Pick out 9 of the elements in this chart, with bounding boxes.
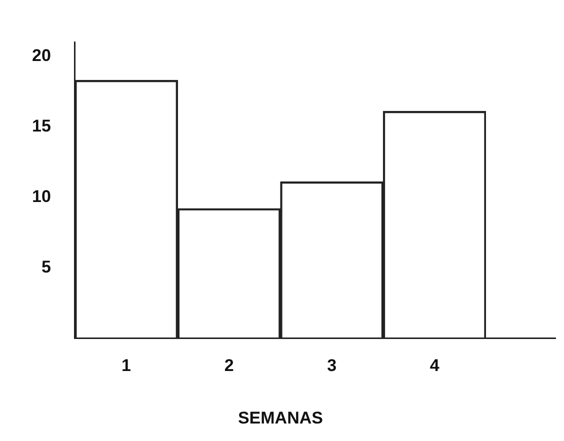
x-axis-title: SEMANAS: [238, 408, 323, 428]
x-tick-label: 2: [224, 356, 234, 376]
y-tick-label: 10: [32, 186, 51, 206]
y-tick-label: 15: [32, 116, 51, 136]
y-tick-label: 20: [32, 46, 51, 65]
x-tick-label: 1: [122, 356, 132, 376]
x-tick-label: 4: [430, 356, 440, 376]
x-tick-label: 3: [327, 356, 337, 376]
y-tick-label: 5: [41, 257, 51, 276]
